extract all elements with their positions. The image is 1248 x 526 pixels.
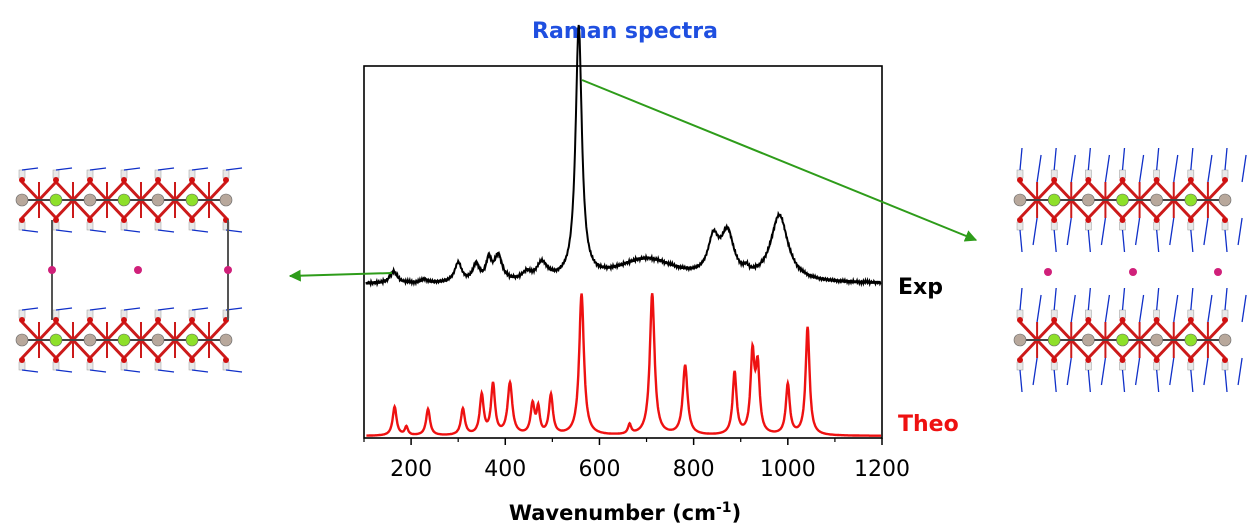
- low-mode-arrow: [288, 269, 393, 282]
- plot-frame: [363, 65, 883, 439]
- x-tick-label: 600: [578, 457, 620, 482]
- exp-series-line: [365, 24, 882, 288]
- x-tick-label: 800: [673, 457, 715, 482]
- right-crystal-structure: [1013, 147, 1247, 393]
- x-tick-label: 400: [484, 457, 526, 482]
- legend-theo-label: Theo: [898, 412, 959, 437]
- x-tick-label: 1200: [854, 457, 910, 482]
- main-peak-arrow: [581, 79, 978, 242]
- x-tick-label: 1000: [760, 457, 816, 482]
- left-crystal-structure: [15, 167, 243, 373]
- chart-title: Raman spectra: [532, 19, 718, 44]
- legend-exp-label: Exp: [898, 275, 943, 300]
- theo-series-line: [366, 293, 882, 437]
- x-axis-label: Wavenumber (cm-1): [509, 500, 741, 525]
- x-tick-label: 200: [390, 457, 432, 482]
- x-axis-ticks: 200 400 600 800 1000 1200: [363, 438, 910, 482]
